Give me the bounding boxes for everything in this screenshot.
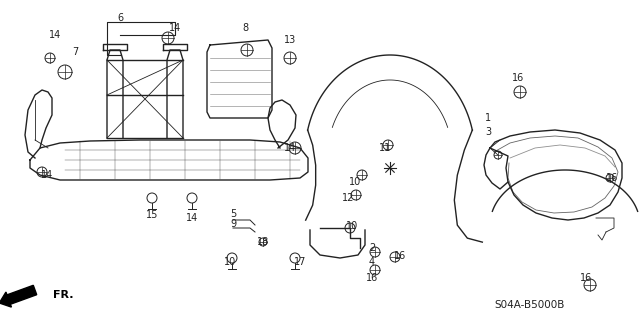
- Text: 14: 14: [49, 30, 61, 40]
- Text: 14: 14: [41, 170, 53, 180]
- Text: 3: 3: [485, 127, 491, 137]
- Text: 8: 8: [242, 23, 248, 33]
- Text: 10: 10: [224, 257, 236, 267]
- Text: 15: 15: [146, 210, 158, 220]
- Text: 16: 16: [580, 273, 592, 283]
- Text: 5: 5: [230, 209, 236, 219]
- Polygon shape: [7, 285, 36, 304]
- Text: 17: 17: [294, 257, 306, 267]
- Text: 10: 10: [349, 177, 361, 187]
- Polygon shape: [0, 292, 12, 307]
- Text: 4: 4: [369, 257, 375, 267]
- Text: 12: 12: [342, 193, 354, 203]
- Text: S04A-B5000B: S04A-B5000B: [495, 300, 565, 310]
- Text: 10: 10: [346, 221, 358, 231]
- Text: 6: 6: [117, 13, 123, 23]
- Text: 11: 11: [379, 143, 391, 153]
- Text: 9: 9: [230, 219, 236, 229]
- Text: 14: 14: [284, 143, 296, 153]
- Text: 16: 16: [512, 73, 524, 83]
- Text: 13: 13: [284, 35, 296, 45]
- Text: 16: 16: [394, 251, 406, 261]
- Text: 2: 2: [369, 243, 375, 253]
- Text: 14: 14: [186, 213, 198, 223]
- Text: 7: 7: [72, 47, 78, 57]
- Text: 18: 18: [257, 237, 269, 247]
- Text: 14: 14: [169, 23, 181, 33]
- Text: 1: 1: [485, 113, 491, 123]
- Text: FR.: FR.: [53, 290, 74, 300]
- Text: 16: 16: [606, 173, 618, 183]
- Text: 16: 16: [366, 273, 378, 283]
